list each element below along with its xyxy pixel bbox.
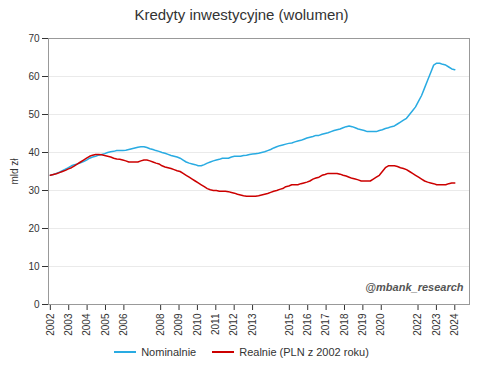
svg-text:2004: 2004: [81, 313, 92, 336]
svg-text:2013: 2013: [247, 313, 258, 336]
svg-text:2020: 2020: [375, 313, 386, 336]
svg-text:2022: 2022: [412, 313, 423, 336]
svg-text:50: 50: [28, 109, 40, 120]
svg-text:10: 10: [28, 261, 40, 272]
svg-text:2005: 2005: [100, 313, 111, 336]
svg-text:2024: 2024: [449, 313, 460, 336]
svg-text:mld zł: mld zł: [9, 158, 20, 185]
svg-text:2019: 2019: [357, 313, 368, 336]
svg-text:60: 60: [28, 71, 40, 82]
svg-text:70: 70: [28, 33, 40, 44]
html-text:Kredyty inwestycyjne (wolumen): Kredyty inwestycyjne (wolumen): [134, 6, 349, 23]
svg-text:30: 30: [28, 185, 40, 196]
svg-text:2008: 2008: [155, 313, 166, 336]
html-text:Nominalnie: Nominalnie: [141, 346, 197, 358]
svg-text:@mbank_research: @mbank_research: [365, 281, 463, 293]
svg-text:20: 20: [28, 223, 40, 234]
svg-text:2009: 2009: [173, 313, 184, 336]
html-text:Realnie (PLN z 2002 roku): Realnie (PLN z 2002 roku): [239, 346, 369, 358]
svg-text:2015: 2015: [284, 313, 295, 336]
svg-text:40: 40: [28, 147, 40, 158]
svg-text:2023: 2023: [431, 313, 442, 336]
svg-text:2016: 2016: [302, 313, 313, 336]
svg-text:0: 0: [34, 299, 40, 310]
svg-text:2018: 2018: [339, 313, 350, 336]
svg-text:2010: 2010: [192, 313, 203, 336]
svg-text:2017: 2017: [320, 313, 331, 336]
svg-text:2012: 2012: [228, 313, 239, 336]
svg-text:2002: 2002: [45, 313, 56, 336]
svg-text:2003: 2003: [63, 313, 74, 336]
svg-text:2011: 2011: [210, 313, 221, 335]
svg-text:2006: 2006: [118, 313, 129, 336]
